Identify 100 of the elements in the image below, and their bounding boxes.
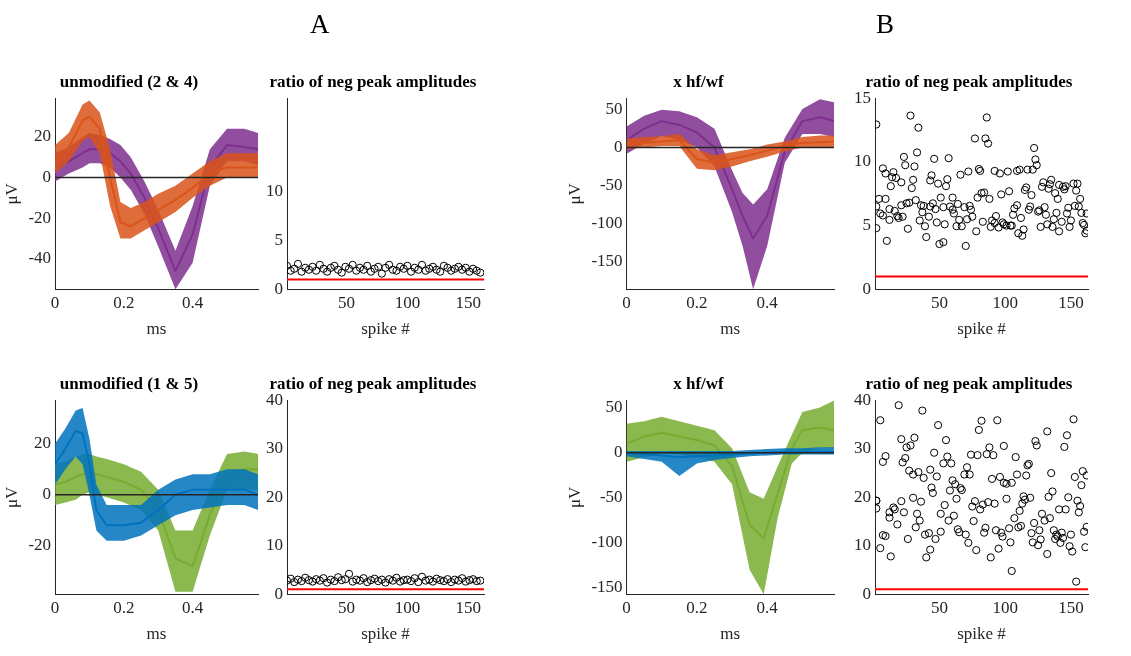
point: [476, 576, 484, 585]
y-tick-label: 0: [614, 137, 623, 157]
x-tick-label: 100: [992, 597, 1018, 617]
point: [388, 576, 397, 585]
point: [348, 260, 357, 269]
point: [421, 576, 430, 585]
point: [436, 576, 445, 585]
point: [406, 577, 416, 586]
point: [381, 578, 390, 587]
x-tick-label: 50: [338, 292, 356, 312]
y-tick-label: -50: [599, 487, 623, 507]
point: [465, 576, 474, 585]
point: [301, 573, 310, 582]
point: [468, 575, 478, 584]
point: [439, 261, 448, 270]
y-tick-label: -100: [591, 532, 623, 552]
point: [287, 266, 295, 275]
point: [330, 577, 339, 586]
y-tick-label: 30: [266, 438, 283, 458]
point: [355, 576, 365, 585]
y-tick-label: 20: [34, 433, 52, 453]
point: [461, 577, 470, 586]
y-tick-label: 0: [42, 484, 52, 504]
point: [293, 575, 303, 584]
point: [432, 574, 441, 583]
point: [348, 577, 357, 586]
point: [341, 262, 350, 271]
point: [428, 262, 438, 271]
x-axis-title: ms: [720, 624, 741, 644]
x-tick-label: 150: [455, 597, 481, 617]
point: [385, 260, 394, 269]
point: [410, 574, 419, 583]
x-axis-title: spike #: [957, 319, 1007, 339]
y-tick-label: 30: [854, 438, 871, 458]
point: [290, 577, 299, 587]
x-tick-label: 0.4: [756, 597, 779, 617]
point: [297, 577, 306, 586]
y-tick-label: -150: [591, 577, 623, 597]
x-axis-title: spike #: [361, 319, 411, 339]
point: [323, 267, 332, 276]
point: [395, 262, 405, 271]
x-tick-label: 100: [394, 292, 421, 312]
point: [315, 260, 324, 269]
chart-title: unmodified (1 & 5): [59, 373, 199, 393]
point: [388, 265, 397, 274]
point: [293, 259, 303, 268]
point: [290, 264, 299, 273]
y-tick-label: 10: [854, 535, 871, 555]
point: [476, 268, 484, 277]
point: [443, 575, 452, 584]
point: [406, 267, 416, 276]
x-tick-label: 0.4: [182, 597, 204, 617]
point: [414, 265, 423, 274]
point: [359, 265, 368, 274]
point: [392, 266, 401, 275]
point: [330, 261, 339, 270]
x-tick-label: 0.2: [686, 292, 708, 312]
y-tick-label: 0: [862, 583, 871, 603]
point: [366, 576, 376, 585]
y-tick-label: 0: [614, 442, 623, 462]
x-axis-title: ms: [146, 319, 167, 339]
point: [319, 574, 328, 583]
point: [454, 262, 463, 271]
y-tick-label: 0: [274, 583, 283, 603]
y-tick-label: 10: [854, 151, 871, 171]
y-tick-label: 5: [274, 230, 283, 249]
point: [344, 569, 354, 578]
y-tick-label: 20: [854, 486, 871, 506]
point: [395, 577, 405, 586]
point: [366, 267, 376, 276]
y-tick-label: 5: [862, 215, 871, 235]
chart-title: x hf/wf: [673, 71, 725, 91]
point: [355, 263, 365, 272]
y-tick-label: 10: [266, 535, 283, 555]
point: [374, 577, 383, 586]
point: [301, 263, 310, 272]
point: [333, 265, 343, 274]
point: [428, 577, 438, 586]
point: [344, 264, 354, 273]
point: [458, 265, 467, 274]
point: [312, 266, 321, 275]
point: [370, 264, 379, 273]
point: [377, 269, 386, 278]
point: [385, 575, 394, 584]
x-axis-title: spike #: [361, 624, 411, 644]
point: [363, 261, 372, 270]
y-tick-label: 50: [605, 397, 623, 417]
point: [392, 573, 401, 582]
x-tick-label: 150: [1058, 292, 1084, 312]
point: [304, 576, 313, 585]
point: [447, 266, 456, 275]
y-tick-label: -50: [599, 174, 623, 194]
point: [374, 262, 383, 271]
point: [421, 266, 430, 275]
x-tick-label: 0.2: [686, 597, 708, 617]
y-tick-label: 20: [34, 126, 52, 146]
text: A: [310, 9, 330, 40]
point: [417, 260, 427, 269]
point: [399, 264, 408, 273]
y-tick-label: 10: [266, 181, 283, 201]
